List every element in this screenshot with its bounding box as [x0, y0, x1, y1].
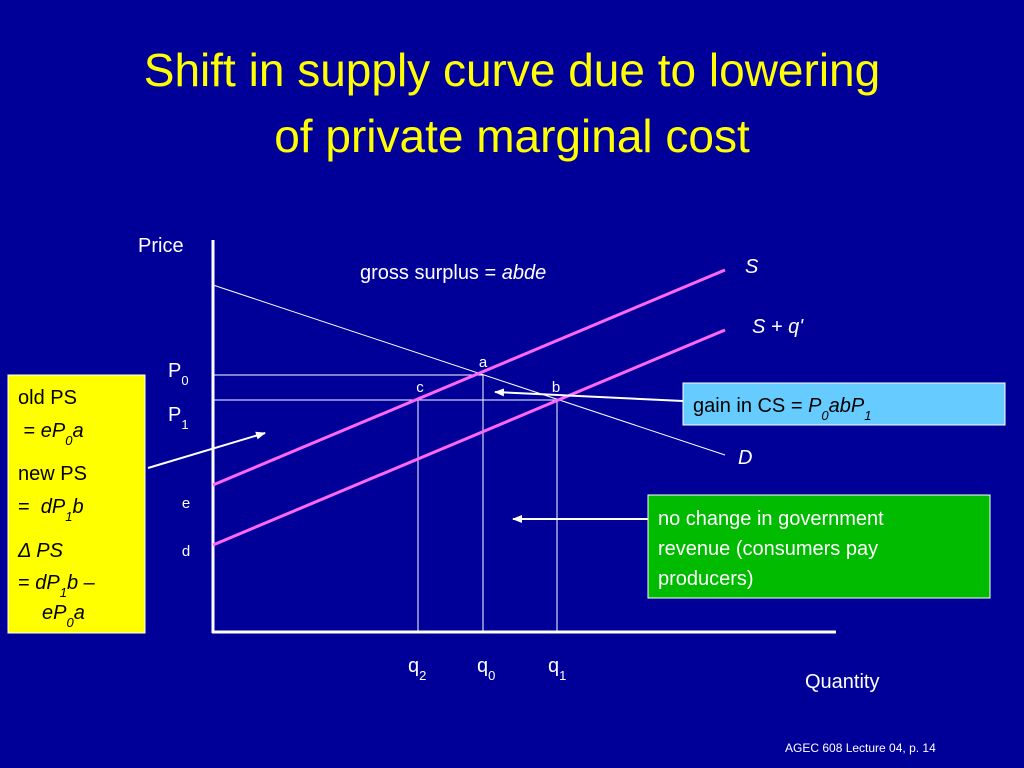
- old-ps-arrow: [147, 431, 266, 469]
- point-label: c: [416, 379, 424, 396]
- quantity-label: q1: [548, 655, 566, 683]
- old-ps-line: old PS: [18, 387, 77, 409]
- text-segment: –: [78, 572, 96, 594]
- text-segment: 1: [181, 417, 188, 432]
- text-segment: producers): [658, 568, 754, 590]
- point-label: d: [182, 543, 190, 560]
- text-segment: 1: [864, 408, 871, 423]
- old-ps-line: = dP1b –: [18, 572, 96, 600]
- text-segment: 0: [488, 668, 495, 683]
- text-segment: 2: [419, 668, 426, 683]
- text-segment: a: [73, 420, 84, 442]
- old-ps-line: Δ PS: [17, 540, 64, 562]
- text-segment: gain in CS =: [693, 395, 808, 417]
- text-segment: q: [408, 655, 419, 677]
- point-label: e: [182, 495, 190, 512]
- gain-cs-box: [682, 382, 1006, 426]
- text-segment: 1: [65, 509, 72, 524]
- text-segment: =: [18, 572, 35, 594]
- text-segment: Δ PS: [17, 540, 64, 562]
- gain-cs-arrow: [494, 388, 684, 402]
- no-change-line: revenue (consumers pay: [658, 538, 878, 560]
- text-segment: abde: [502, 262, 547, 284]
- text-segment: 0: [66, 615, 74, 630]
- text-segment: revenue (consumers pay: [658, 538, 878, 560]
- supply-curve: [212, 268, 726, 487]
- text-segment: b: [67, 572, 78, 594]
- no-change-line: no change in government: [658, 508, 884, 530]
- price-label: P0: [168, 360, 189, 388]
- title-line: Shift in supply curve due to lowering: [144, 44, 880, 96]
- x-axis-label: Quantity: [805, 671, 879, 693]
- text-segment: =: [18, 496, 41, 518]
- text-segment: 1: [559, 668, 566, 683]
- text-segment: new PS: [18, 463, 87, 485]
- title-line: of private marginal cost: [274, 110, 750, 162]
- text-segment: dP: [35, 572, 60, 594]
- gross-surplus-label: gross surplus = abde: [360, 262, 546, 284]
- text-segment: =: [18, 420, 41, 442]
- point-label: b: [552, 379, 560, 396]
- text-segment: q: [477, 655, 488, 677]
- no-change-line: producers): [658, 568, 754, 590]
- text-segment: 1: [60, 585, 67, 600]
- footer: AGEC 608 Lecture 04, p. 14: [785, 741, 936, 755]
- price-label: P1: [168, 404, 189, 432]
- old-ps-line: new PS: [18, 463, 87, 485]
- point-label: a: [479, 354, 488, 371]
- text-segment: a: [74, 602, 85, 624]
- text-segment: 0: [65, 433, 73, 448]
- shifted-supply-curve: [212, 328, 726, 547]
- text-segment: no change in government: [658, 508, 884, 530]
- old-ps-line: = dP1b: [18, 496, 84, 524]
- old-ps-line: eP0a: [42, 602, 85, 630]
- text-segment: gross surplus =: [360, 262, 502, 284]
- curve-label: S + q': [752, 316, 804, 338]
- text-segment: old PS: [18, 387, 77, 409]
- quantity-label: q2: [408, 655, 426, 683]
- text-segment: eP: [41, 420, 66, 442]
- text-segment: P: [808, 395, 822, 417]
- quantity-label: q0: [477, 655, 495, 683]
- old-ps-box: [7, 374, 146, 634]
- text-segment: 0: [821, 408, 829, 423]
- text-segment: P: [168, 360, 181, 382]
- no-change-box: [647, 494, 991, 599]
- demand-curve: [212, 284, 726, 456]
- text-segment: 0: [181, 373, 188, 388]
- text-segment: q: [548, 655, 559, 677]
- y-axis-label: Price: [138, 235, 184, 257]
- curve-label: S: [745, 256, 759, 278]
- text-segment: b: [73, 496, 84, 518]
- old-ps-line: = eP0a: [18, 420, 84, 448]
- text-segment: dP: [41, 496, 66, 518]
- gain-cs-line: gain in CS = P0abP1: [693, 395, 871, 423]
- curve-label: D: [738, 447, 752, 469]
- text-segment: eP: [42, 602, 67, 624]
- text-segment: P: [168, 404, 181, 426]
- text-segment: abP: [829, 395, 865, 417]
